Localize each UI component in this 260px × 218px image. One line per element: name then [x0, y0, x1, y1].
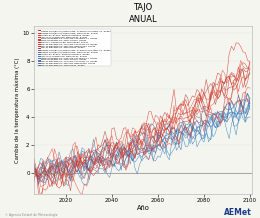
Text: AEMet: AEMet: [224, 208, 252, 217]
Title: TAJO
ANUAL: TAJO ANUAL: [129, 3, 157, 24]
Legend: CNRM-CM5(RCA5)-CNRM-CM5: CLMcom-CLS-Macc-v1  RCPas, CNRM-CM5(RCA5)-CNRM-CM5: SMH: CNRM-CM5(RCA5)-CNRM-CM5: CLMcom-CLS-Macc…: [37, 29, 111, 66]
Text: © Agencia Estatal de Meteorología: © Agencia Estatal de Meteorología: [5, 213, 57, 217]
X-axis label: Año: Año: [136, 205, 149, 211]
Y-axis label: Cambio de la temperatura máxima (°C): Cambio de la temperatura máxima (°C): [14, 57, 20, 163]
